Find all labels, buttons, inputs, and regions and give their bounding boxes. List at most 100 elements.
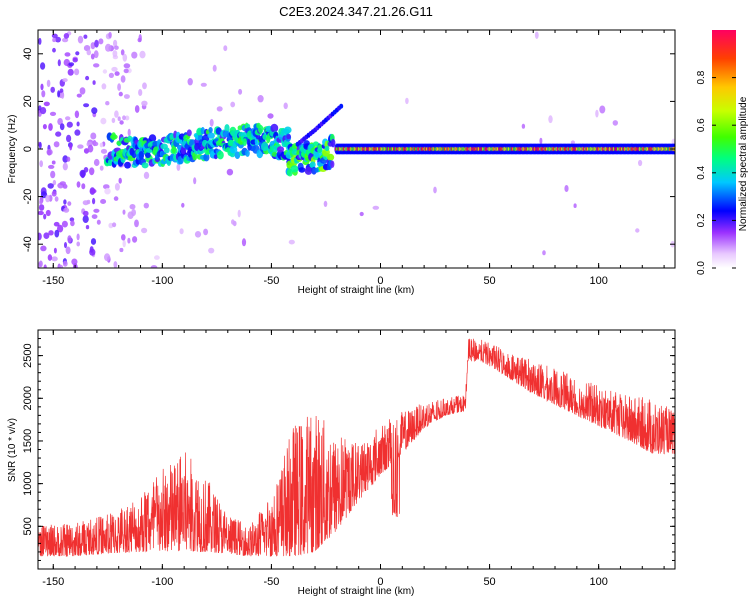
spectrogram-noise-cell: [105, 43, 112, 52]
spectrogram-noise-cell: [123, 63, 131, 69]
spectrogram-noise-cell: [142, 82, 147, 90]
spectrogram-frame: [37, 29, 676, 269]
spectrogram-noise-cell: [58, 264, 64, 268]
spectrogram-noise-cell: [92, 197, 96, 205]
spectrogram-noise-cell: [548, 115, 553, 124]
spectrogram-trace-cell: [290, 165, 299, 173]
spectrogram-noise-cell: [76, 241, 80, 247]
spectrogram-noise-cell: [74, 129, 81, 136]
spectrogram-trace-cell: [200, 127, 205, 135]
figure-title: C2E3.2024.347.21.26.G11: [279, 4, 433, 19]
snr-axes: -150 -100 -50 0 50 100 500 1000 1500 2000 2500: [22, 330, 675, 588]
spectrogram-ytick-label: 40: [22, 48, 34, 60]
spectrogram-noise-cell: [283, 102, 288, 110]
spectrogram-noise-cell: [54, 196, 59, 202]
spectrogram-panel: -150 -100 -50 0 50 100 -40 -20 0 20 40 Height of s…: [7, 29, 676, 296]
spectrogram-noise-cell: [209, 118, 214, 127]
spectrogram-trace-cell: [258, 125, 264, 134]
spectrogram-noise-cell: [53, 221, 60, 227]
spectrogram-noise-cell: [288, 239, 295, 245]
spectrogram-noise-cell: [113, 261, 118, 268]
spectrogram-noise-cell: [43, 264, 47, 268]
spectrogram-noise-cell: [92, 80, 96, 85]
spectrogram-noise-cell: [83, 103, 90, 108]
spectrogram-noise-cell: [323, 200, 328, 207]
spectrogram-xlabel: Height of straight line (km): [298, 285, 415, 296]
spectrogram-noise-cell: [203, 228, 209, 236]
spectrogram-noise-cell: [90, 132, 97, 140]
spectrogram-noise-cell: [112, 50, 118, 58]
spectrogram-noise-cell: [66, 121, 73, 128]
spectrogram-noise-cell: [595, 109, 599, 118]
spectrogram-noise-cell: [63, 33, 70, 39]
spectrogram-noise-cell: [61, 220, 68, 228]
spectrogram-noise-cell: [59, 181, 66, 186]
snr-frame: [37, 329, 676, 570]
spectrogram-noise-cell: [179, 228, 184, 235]
spectrogram-noise-cell: [53, 247, 57, 254]
spectrogram-noise-cell: [62, 260, 68, 267]
spectrogram-noise-cell: [63, 199, 67, 205]
spectrogram-noise-cell: [100, 199, 107, 204]
spectrogram-noise-cell: [39, 199, 43, 205]
spectrogram-noise-cell: [181, 202, 185, 208]
spectrogram-noise-cell: [54, 229, 60, 238]
spectrogram-noise-cell: [193, 177, 197, 185]
spectrogram-trace-cell: [298, 167, 306, 173]
spectrogram-noise-cell: [86, 49, 92, 56]
spectrogram-noise-cell: [118, 177, 122, 184]
spectrogram-noise-cell: [43, 232, 50, 239]
spectrogram-chirp-cell: [339, 103, 344, 109]
spectrogram-noise-cell: [599, 105, 606, 114]
spectrogram-noise-cell: [77, 35, 84, 44]
spectrogram-noise-cell: [60, 92, 65, 99]
spectrogram-noise-cell: [53, 141, 60, 148]
spectrogram-noise-cell: [93, 208, 100, 213]
spectrogram-noise-cell: [226, 168, 234, 176]
spectrogram-noise-cell: [534, 31, 539, 39]
spectrogram-trace-cell: [148, 134, 157, 143]
spectrogram-xtick-label: 100: [589, 275, 607, 287]
spectrogram-noise-cell: [90, 53, 95, 60]
spectrogram-noise-cell: [108, 31, 112, 39]
spectrogram-noise-cell: [132, 236, 138, 243]
spectrogram-noise-cell: [67, 68, 74, 76]
spectrogram-noise-cell: [79, 87, 86, 95]
spectrogram-noise-cell: [74, 68, 80, 76]
spectrogram-noise-cell: [55, 131, 62, 137]
spectrogram-noise-cell: [150, 265, 158, 268]
spectrogram-noise-cell: [48, 230, 54, 236]
spectrogram-noise-cell: [51, 160, 56, 165]
spectrogram-noise-cell: [114, 71, 120, 76]
spectrogram-noise-cell: [42, 124, 47, 130]
spectrogram-trace-cell: [145, 152, 151, 159]
spectrogram-trace-cell: [242, 138, 247, 147]
spectrogram-noise-cell: [76, 93, 82, 98]
spectrogram-noise-cell: [212, 64, 217, 72]
spectrogram-trace-cell: [304, 166, 313, 175]
spectrogram-noise-cell: [70, 220, 75, 227]
spectrogram-noise-cell: [359, 211, 364, 217]
spectrogram-noise-cell: [141, 100, 148, 107]
spectrogram-noise-cell: [48, 123, 53, 131]
spectrogram-noise-cell: [122, 209, 126, 215]
spectrogram-noise-cell: [79, 169, 86, 178]
colorbar-tick-label: 0.2: [696, 213, 707, 227]
spectrogram-noise-cell: [85, 75, 90, 81]
spectrogram-noise-cell: [129, 204, 136, 210]
spectrogram-noise-cell: [76, 121, 80, 127]
snr-ytick-label: 2000: [22, 386, 34, 410]
spectrogram-trace-cell: [245, 149, 250, 157]
spectrogram-ytick-label: 0: [22, 146, 34, 152]
spectrogram-noise-cell: [372, 205, 380, 210]
spectrogram-noise-cell: [83, 210, 89, 217]
spectrogram-trace-cell: [110, 134, 118, 140]
spectrogram-trace-cell: [261, 142, 269, 152]
colorbar: 0.0 0.2 0.4 0.6 0.8 Normalized spectral ampl…: [696, 30, 749, 275]
spectrogram-noise-cell: [114, 45, 119, 50]
spectrogram-noise-cell: [38, 210, 44, 216]
spectrogram-noise-cell: [85, 225, 90, 230]
spectrogram-noise-cell: [231, 219, 235, 225]
spectrogram-noise-cell: [671, 138, 675, 145]
spectrogram-noise-cell: [93, 63, 100, 68]
